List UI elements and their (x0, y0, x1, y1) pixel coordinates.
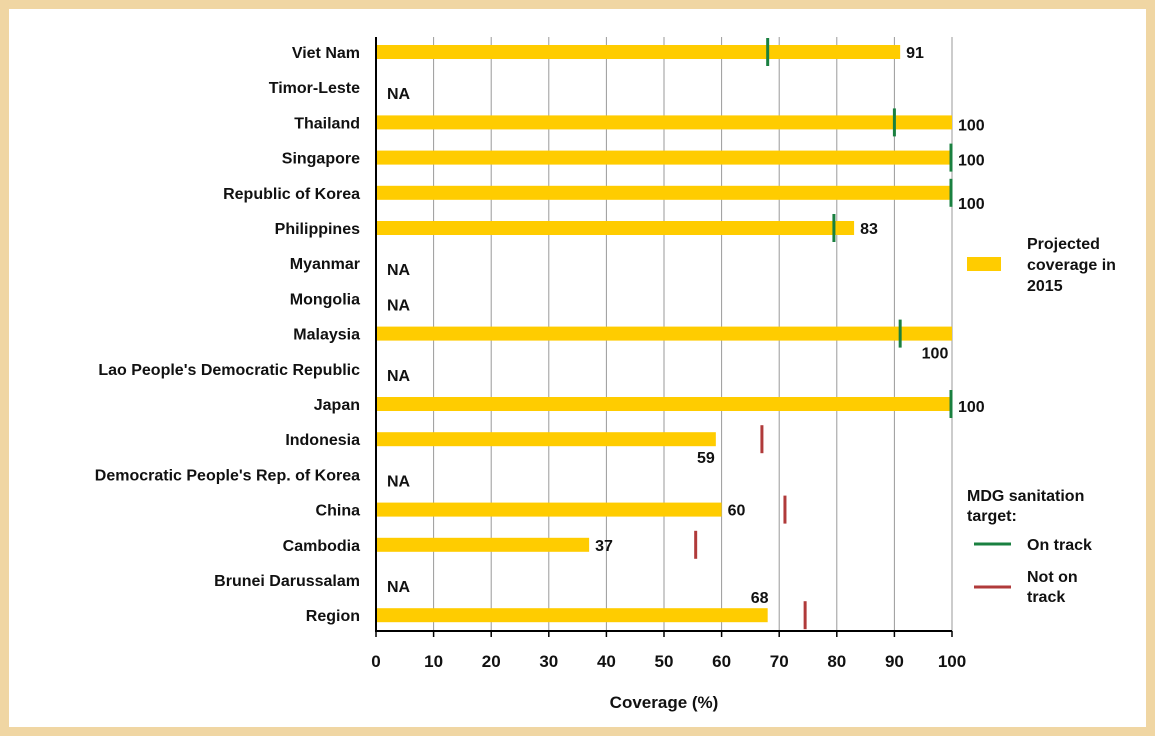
bar (377, 150, 952, 165)
legend-label-projected: 2015 (1027, 278, 1063, 295)
na-label: NA (387, 297, 411, 314)
bar-value-label: 59 (697, 450, 715, 467)
na-label: NA (387, 473, 411, 490)
category-label: Philippines (275, 221, 360, 238)
category-label: Myanmar (290, 256, 360, 273)
legend-label-not-on-track: Not on (1027, 569, 1078, 586)
bar (377, 115, 952, 130)
bar-value-label: 100 (958, 117, 985, 134)
bar (377, 221, 855, 235)
category-label: Mongolia (290, 291, 360, 308)
category-label: Brunei Darussalam (214, 573, 360, 590)
x-tick-label: 0 (371, 652, 380, 671)
coverage-chart: 0 10 20 30 40 50 60 70 80 90 100 Coverage (%) Viet N… (95, 37, 1116, 712)
x-tick-label: 10 (424, 652, 443, 671)
x-tick-label: 40 (597, 652, 616, 671)
x-tick-label: 80 (827, 652, 846, 671)
category-label: Thailand (294, 115, 360, 132)
category-label: Timor-Leste (269, 80, 360, 97)
bar (377, 397, 952, 411)
na-label: NA (387, 262, 411, 279)
category-label: China (316, 503, 361, 520)
na-label: NA (387, 368, 411, 385)
bar (377, 326, 952, 341)
bar-value-label: 68 (751, 590, 769, 607)
category-label: Indonesia (285, 432, 360, 449)
legend-title-mdg: MDG sanitation (967, 488, 1084, 505)
bar-value-label: 60 (728, 503, 746, 520)
category-label: Democratic People's Rep. of Korea (95, 467, 360, 484)
bar-value-label: 100 (958, 153, 985, 170)
bar-value-label: 100 (958, 196, 985, 213)
category-label: Japan (314, 397, 360, 414)
legend-label-on-track: On track (1027, 537, 1092, 554)
category-label: Lao People's Democratic Republic (98, 362, 360, 379)
category-label: Viet Nam (292, 45, 360, 62)
x-tick-label: 90 (885, 652, 904, 671)
bar (377, 608, 768, 623)
legend-label-not-on-track: track (1027, 589, 1065, 606)
bar-value-label: 100 (922, 346, 949, 363)
bar-value-label: 83 (860, 221, 878, 238)
x-tick-label: 20 (482, 652, 501, 671)
x-tick-label: 60 (712, 652, 731, 671)
x-tick-label: 30 (539, 652, 558, 671)
bar (377, 537, 590, 552)
legend-label-projected: Projected (1027, 236, 1100, 253)
category-label: Singapore (282, 151, 360, 168)
chart-frame: 0 10 20 30 40 50 60 70 80 90 100 Coverage (%) Viet N… (9, 9, 1146, 727)
bar (377, 185, 952, 200)
category-label: Malaysia (293, 327, 360, 344)
na-label: NA (387, 579, 411, 596)
x-tick-label: 70 (770, 652, 789, 671)
x-axis-label: Coverage (%) (610, 693, 719, 712)
legend-label-projected: coverage in (1027, 257, 1116, 274)
bar-value-label: 37 (595, 538, 613, 555)
bar (377, 45, 901, 59)
x-tick-label: 100 (938, 652, 966, 671)
category-label: Region (306, 608, 360, 625)
category-label: Republic of Korea (223, 186, 360, 203)
bar-value-label: 100 (958, 399, 985, 416)
bar-value-label: 91 (906, 45, 924, 62)
bar (377, 502, 722, 517)
na-label: NA (387, 86, 411, 103)
legend-title-mdg: target: (967, 508, 1017, 525)
category-label: Cambodia (283, 538, 360, 555)
bar (377, 432, 716, 447)
legend-swatch-projected (967, 257, 1001, 271)
x-tick-label: 50 (655, 652, 674, 671)
